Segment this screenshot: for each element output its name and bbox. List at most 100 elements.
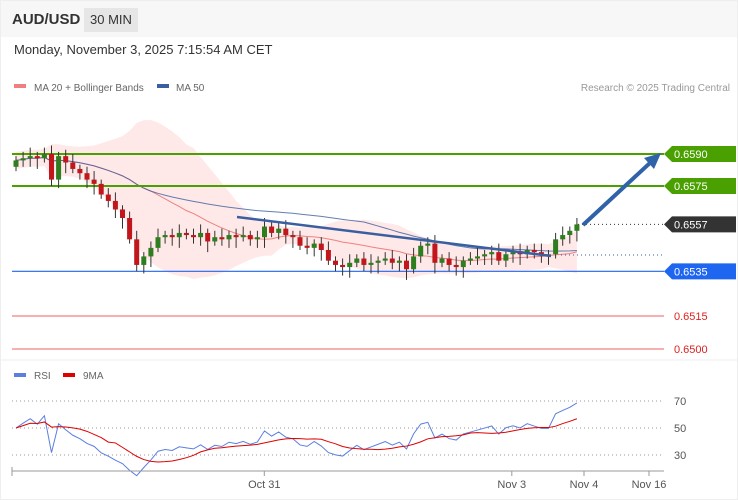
rsi-tick-label: 30	[674, 450, 686, 462]
pair-title: AUD/USD	[12, 11, 81, 28]
candle-body	[176, 232, 182, 238]
candle-body	[560, 235, 566, 240]
candle-body	[503, 254, 509, 261]
candle-body	[432, 243, 438, 263]
forecast-arrow-shaft	[581, 160, 653, 227]
candle-body	[333, 260, 338, 265]
candle-body	[219, 237, 225, 240]
candle-body	[347, 262, 353, 268]
rsi-tick-label: 50	[674, 423, 686, 435]
candle-body	[446, 258, 452, 265]
candle-body	[205, 232, 211, 242]
candle-body	[212, 237, 218, 242]
candle-body	[226, 235, 232, 240]
candle-body	[368, 262, 374, 265]
price-level-label: 0.6557	[674, 219, 708, 231]
ma9-legend-swatch	[63, 373, 75, 377]
candle-body	[361, 258, 367, 265]
candle-body	[112, 200, 118, 210]
candle-body	[325, 249, 331, 261]
candle-body	[318, 243, 324, 250]
candle-body	[510, 252, 516, 255]
price-level-label: 0.6535	[674, 266, 708, 278]
ma9-legend-label: 9MA	[83, 371, 104, 382]
price-level-label: 0.6575	[674, 181, 708, 193]
candle-body	[34, 156, 40, 159]
ma50-legend-label: MA 50	[176, 83, 205, 94]
candle-body	[155, 237, 161, 248]
x-axis-label: Nov 4	[570, 479, 599, 491]
rsi-line	[15, 402, 578, 477]
price-tag	[664, 216, 736, 233]
candle-body	[425, 243, 431, 246]
candle-body	[290, 235, 296, 238]
candle-body	[77, 168, 83, 174]
forecast-arrow-head	[644, 153, 661, 169]
candle-body	[169, 235, 175, 238]
candle-body	[240, 235, 246, 238]
rsi-tick-label: 70	[674, 396, 686, 408]
candle-body	[162, 235, 168, 238]
candle-body	[13, 160, 19, 167]
candle-body	[141, 256, 147, 265]
candle-body	[460, 260, 466, 268]
candle-body	[389, 258, 395, 263]
price-level-label: 0.6590	[674, 149, 708, 161]
candle-body	[198, 232, 204, 238]
ma20-legend-swatch	[14, 84, 26, 88]
candle-body	[49, 154, 54, 180]
candle-body	[254, 237, 260, 240]
candle-body	[41, 154, 47, 159]
candle-body	[538, 252, 544, 255]
candle-body	[105, 194, 111, 201]
candle-body	[496, 252, 502, 261]
candle-body	[396, 260, 402, 263]
rsi-legend-label: RSI	[34, 371, 51, 382]
candle-body	[382, 258, 388, 261]
price-level-label: 0.6515	[674, 311, 708, 323]
candle-body	[84, 173, 90, 180]
candle-body	[262, 226, 267, 238]
candle-body	[98, 183, 104, 195]
x-axis-label: Nov 16	[632, 479, 667, 491]
candle-body	[134, 239, 140, 265]
candle-body	[453, 264, 459, 268]
candle-body	[183, 232, 189, 236]
ma20-legend-label: MA 20 + Bollinger Bands	[34, 83, 144, 94]
timeframe-button[interactable]: 30 MIN	[84, 8, 138, 32]
candle-body	[531, 249, 537, 253]
candle-body	[120, 209, 125, 218]
candle-body	[247, 235, 253, 240]
candle-body	[404, 260, 409, 270]
candle-body	[283, 228, 289, 236]
header-bar: AUD/USD 30 MIN	[1, 1, 737, 37]
resistance-trendline	[236, 215, 552, 258]
candle-body	[340, 264, 346, 268]
rsi-ma9-line	[15, 418, 578, 463]
candle-body	[276, 228, 282, 233]
candle-body	[304, 245, 310, 248]
ma50-line	[15, 156, 577, 252]
price-tag	[664, 263, 736, 280]
candle-body	[439, 258, 445, 263]
candle-body	[418, 245, 424, 257]
ma50-legend-swatch	[157, 84, 169, 88]
candle-body	[475, 256, 480, 259]
candle-body	[127, 217, 133, 240]
candle-body	[191, 235, 196, 238]
price-level-label: 0.6500	[674, 344, 708, 356]
candle-body	[27, 156, 33, 159]
x-axis-label: Oct 31	[248, 479, 280, 491]
candle-body	[269, 226, 275, 233]
datetime-label: Monday, November 3, 2025 7:15:54 AM CET	[14, 42, 273, 57]
candle-body	[489, 252, 495, 255]
candle-body	[354, 258, 360, 263]
price-tag	[664, 146, 736, 162]
candle-body	[233, 235, 239, 238]
candle-body	[574, 224, 580, 231]
candle-body	[375, 260, 381, 263]
candle-body	[70, 162, 76, 169]
candle-body	[553, 239, 559, 255]
